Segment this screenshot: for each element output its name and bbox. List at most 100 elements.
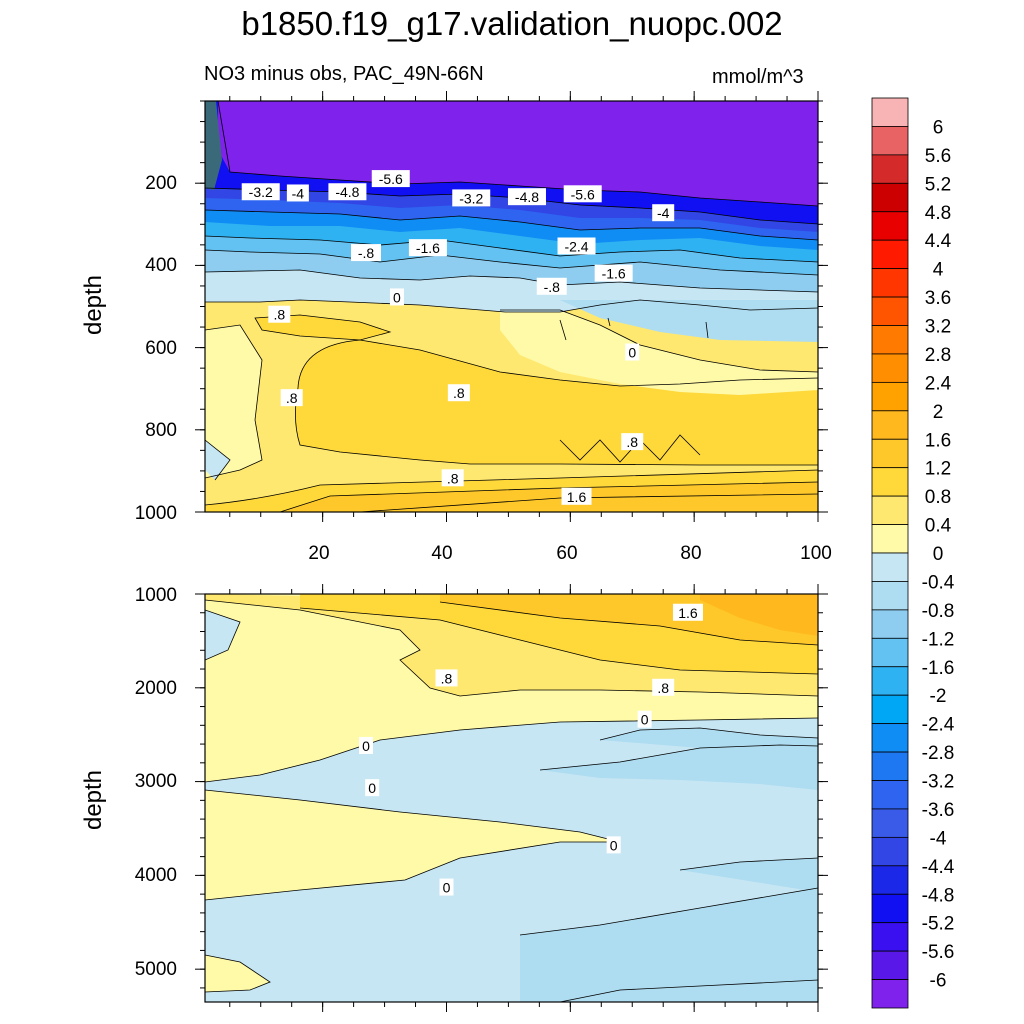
x-tick-label: 80 <box>680 543 701 564</box>
contour-label-text: 0 <box>362 738 370 754</box>
contour-label-text: -1.6 <box>602 266 626 282</box>
colorbar-swatch <box>871 979 909 1009</box>
colorbar-swatch <box>871 268 909 298</box>
colorbar-swatch <box>871 865 909 895</box>
colorbar-swatch <box>871 438 909 469</box>
bottom-contour-labels: 1.6 .8 .8 0 0 0 0 0 <box>358 603 703 896</box>
colorbar-swatch <box>871 381 909 412</box>
contour-label: 0 <box>365 779 380 797</box>
chart-subtitle: NO3 minus obs, PAC_49N-66N <box>204 63 484 85</box>
y-tick-label: 200 <box>145 173 177 194</box>
contour-label: -5.6 <box>371 170 410 188</box>
colorbar-swatch <box>871 950 909 980</box>
colorbar-swatch <box>871 410 909 440</box>
contour-label: 1.6 <box>672 603 703 621</box>
units-label: mmol/m^3 <box>712 66 804 88</box>
colorbar-swatch <box>871 97 909 127</box>
contour-label: 0 <box>625 343 640 361</box>
colorbar-swatch <box>871 552 909 582</box>
colorbar-label: 0.8 <box>925 487 951 508</box>
contour-label: -1.6 <box>594 264 633 282</box>
contour-label-text: .8 <box>441 670 453 686</box>
colorbar-swatch <box>871 836 909 867</box>
colorbar-swatch <box>871 495 909 525</box>
contour-label: .8 <box>621 433 644 451</box>
colorbar-label: 6 <box>933 117 944 138</box>
colorbar-swatch <box>871 893 909 924</box>
contour-label-text: -3.2 <box>459 190 483 206</box>
contour-label-text: 0 <box>443 880 451 896</box>
colorbar-label: 1.6 <box>925 430 951 451</box>
colorbar-swatch <box>871 325 909 355</box>
contour-label: -4 <box>652 204 675 222</box>
contour-label-text: -4 <box>657 205 670 221</box>
x-tick-label: 20 <box>308 543 329 564</box>
colorbar-swatch <box>871 296 909 326</box>
contour-label-text: 0 <box>393 289 401 305</box>
bottom-ticks <box>195 584 828 1012</box>
contour-label-text: -1.6 <box>416 240 440 256</box>
colorbar-swatch <box>871 808 909 838</box>
x-tick-label: 40 <box>431 543 452 564</box>
bottom-y-axis-title: depth <box>80 770 107 830</box>
colorbar: 6 5.6 5.2 4.8 4.4 4 3.6 3.2 2.8 2.4 2 1.6 1.2 0.8 0.4 0… <box>871 97 955 1009</box>
contour-label-text: -4.8 <box>515 189 539 205</box>
contour-label: 1.6 <box>561 487 592 505</box>
contour-label: 0 <box>439 878 454 896</box>
y-tick-label: 4000 <box>135 865 177 886</box>
colorbar-swatch <box>871 780 909 810</box>
contour-label: -.8 <box>536 277 567 295</box>
contour-label: -3.2 <box>241 183 280 201</box>
contour-label: 0 <box>389 288 404 306</box>
y-tick-label: 400 <box>145 255 177 276</box>
colorbar-swatch <box>871 353 909 383</box>
colorbar-label: 2.4 <box>925 373 952 394</box>
contour-label-text: 1.6 <box>678 605 698 621</box>
x-tick-label: 100 <box>800 543 832 564</box>
y-tick-label: 2000 <box>135 678 177 699</box>
top-contour-lines <box>205 101 818 512</box>
top-x-tick-labels: 20 40 60 80 100 <box>308 543 831 564</box>
contour-label-text: 0 <box>641 712 649 728</box>
y-tick-label: 800 <box>145 420 177 441</box>
contour-label-text: 0 <box>628 345 636 361</box>
colorbar-label: -4 <box>930 828 947 849</box>
y-tick-label: 1000 <box>135 585 177 606</box>
contour-label: 0 <box>358 736 373 754</box>
colorbar-label: 5.2 <box>925 174 951 195</box>
contour-label-text: .8 <box>447 470 459 486</box>
contour-label: -5.6 <box>563 185 602 203</box>
colorbar-label: 4.8 <box>925 203 951 224</box>
colorbar-label: -4.4 <box>922 857 955 878</box>
colorbar-label: -0.8 <box>922 601 955 622</box>
contour-label-text: .8 <box>626 434 638 450</box>
contour-label-text: 1.6 <box>567 489 587 505</box>
colorbar-swatch <box>871 922 909 952</box>
colorbar-label: -2.4 <box>922 715 955 736</box>
contour-label-text: .8 <box>286 390 298 406</box>
colorbar-label: 1.2 <box>925 459 951 480</box>
contour-label-text: -.8 <box>544 279 561 295</box>
contour-label: -2.4 <box>557 237 596 255</box>
bottom-panel: 1.6 .8 .8 0 0 0 0 0 1000 2000 3000 4000 5000 de… <box>80 584 828 1012</box>
colorbar-label: 0.4 <box>925 516 952 537</box>
contour-label-text: 0 <box>368 780 376 796</box>
colorbar-label: 3.2 <box>925 317 951 338</box>
colorbar-label: -0.4 <box>922 572 955 593</box>
colorbar-label: -1.2 <box>922 629 955 650</box>
contour-label: -3.2 <box>452 189 491 207</box>
colorbar-swatch <box>871 211 909 241</box>
colorbar-swatch <box>871 467 909 497</box>
colorbar-swatch <box>871 751 909 781</box>
y-tick-label: 3000 <box>135 771 177 792</box>
colorbar-label: -5.2 <box>922 914 955 935</box>
contour-label-text: -5.6 <box>571 186 595 202</box>
contour-label-text: -5.6 <box>379 171 403 187</box>
colorbar-label: -2 <box>930 686 947 707</box>
colorbar-label: -1.6 <box>922 658 955 679</box>
colorbar-swatch <box>871 637 909 668</box>
colorbar-label: -6 <box>930 971 947 992</box>
colorbar-swatch <box>871 154 909 184</box>
top-contour-labels: -3.2 -4 -4.8-5.6-3.2 -4.8 -5.6-4-.8 -1.6 -2.4-… <box>241 170 675 505</box>
